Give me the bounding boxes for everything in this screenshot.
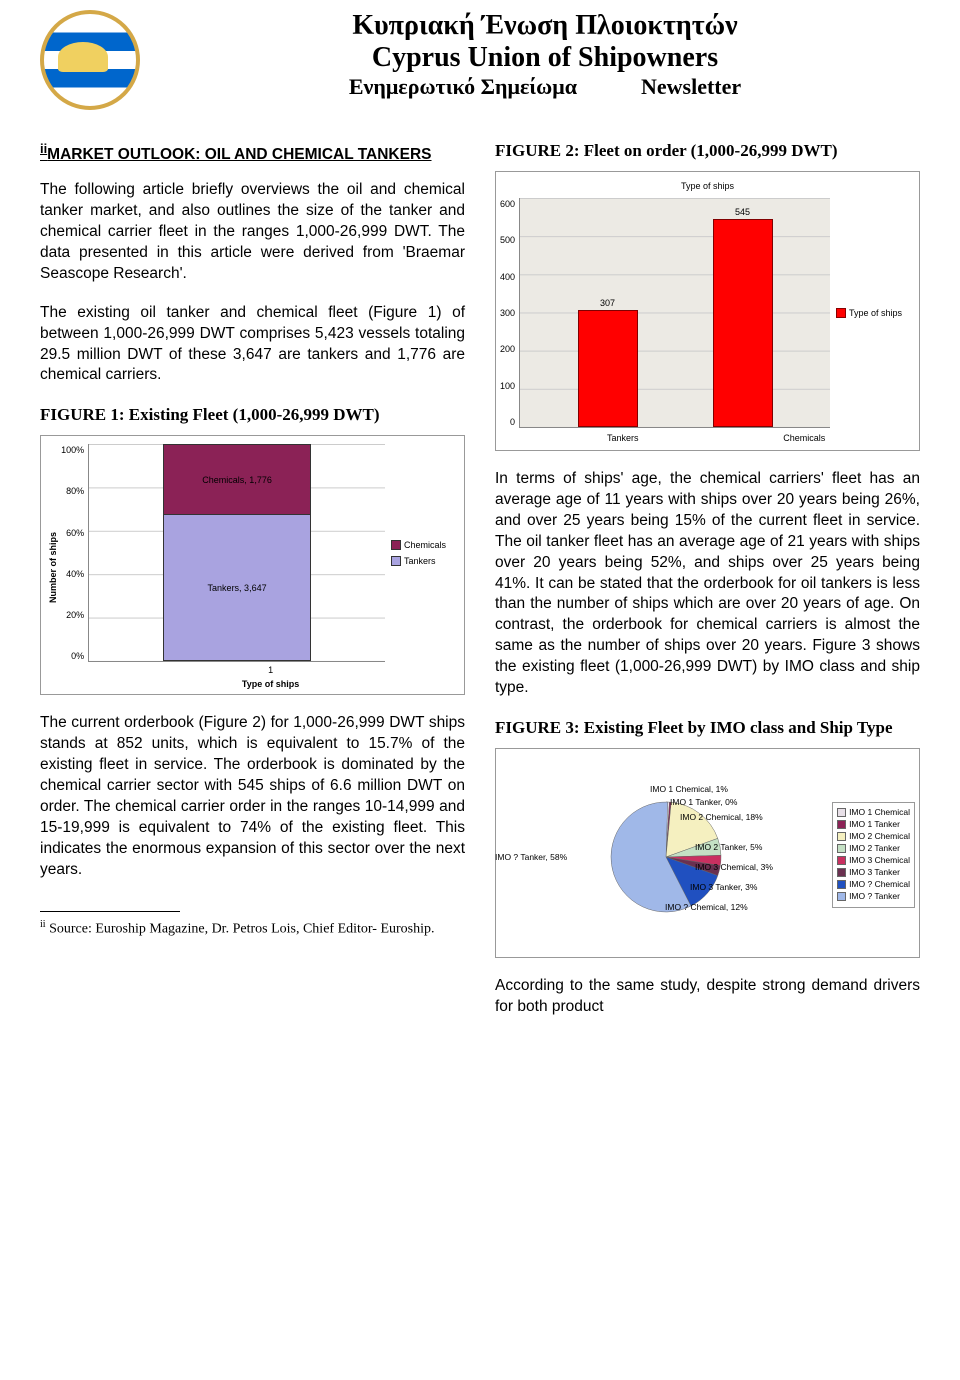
title-greek: Κυπριακή Ένωση Πλοιοκτητών — [170, 10, 920, 42]
fig2-chart-title: Type of ships — [500, 180, 915, 192]
figure-2-chart: Type of ships 6005004003002001000 307545… — [495, 171, 920, 451]
footnote-separator — [40, 911, 180, 912]
article-title: iiMARKET OUTLOOK: OIL AND CHEMICAL TANKE… — [40, 140, 465, 166]
fig1-yaxis-label: Number of ships — [45, 444, 61, 690]
fig2-legend-swatch — [836, 308, 846, 318]
footnote-text: Source: Euroship Magazine, Dr. Petros Lo… — [46, 921, 435, 936]
para-5: According to the same study, despite str… — [495, 976, 920, 1018]
para-3: The current orderbook (Figure 2) for 1,0… — [40, 713, 465, 880]
title-english: Cyprus Union of Shipowners — [170, 42, 920, 74]
header-titles: Κυπριακή Ένωση Πλοιοκτητών Cyprus Union … — [170, 10, 920, 100]
fig1-yticks: 100%80%60%40%20%0% — [61, 444, 88, 662]
page-header: Κυπριακή Ένωση Πλοιοκτητών Cyprus Union … — [40, 10, 920, 110]
fig1-seg-tankers: Tankers, 3,647 — [163, 515, 311, 661]
fig3-title: FIGURE 3: Existing Fleet by IMO class an… — [495, 717, 920, 740]
fig1-title: FIGURE 1: Existing Fleet (1,000-26,999 D… — [40, 404, 465, 427]
fig2-title: FIGURE 2: Fleet on order (1,000-26,999 D… — [495, 140, 920, 163]
para-4: In terms of ships' age, the chemical car… — [495, 469, 920, 699]
subtitle-greek: Ενημερωτικό Σημείωμα — [349, 74, 577, 100]
fig2-legend-label: Type of ships — [849, 307, 902, 319]
para-2: The existing oil tanker and chemical fle… — [40, 303, 465, 387]
fig1-plot-area: Chemicals, 1,776 Tankers, 3,647 — [88, 444, 385, 662]
fig3-pie-area: IMO 1 Chemical, 1%IMO 1 Tanker, 0%IMO 2 … — [500, 757, 832, 953]
logo-icon — [40, 10, 140, 110]
fig1-xtick: 1 — [61, 664, 460, 676]
subtitle-english: Newsletter — [641, 74, 741, 100]
left-column: iiMARKET OUTLOOK: OIL AND CHEMICAL TANKE… — [40, 140, 465, 1036]
fig3-legend: IMO 1 ChemicalIMO 1 TankerIMO 2 Chemical… — [832, 802, 915, 908]
fig2-plot-area: 307545 — [519, 198, 830, 428]
para-1: The following article briefly overviews … — [40, 180, 465, 285]
figure-1-chart: Number of ships 100%80%60%40%20%0% Chemi… — [40, 435, 465, 695]
footnote: ii Source: Euroship Magazine, Dr. Petros… — [40, 918, 465, 939]
fig1-bar: Chemicals, 1,776 Tankers, 3,647 — [163, 444, 311, 661]
right-column: FIGURE 2: Fleet on order (1,000-26,999 D… — [495, 140, 920, 1036]
fig2-xlabels: TankersChemicals — [500, 432, 915, 444]
fig1-seg-chemicals: Chemicals, 1,776 — [163, 444, 311, 515]
fig2-legend: Type of ships — [830, 198, 915, 428]
fig1-xaxis-title: Type of ships — [61, 678, 460, 690]
article-title-text: MARKET OUTLOOK: OIL AND CHEMICAL TANKERS — [47, 146, 431, 163]
fig2-yticks: 6005004003002001000 — [500, 198, 519, 428]
figure-3-chart: IMO 1 Chemical, 1%IMO 1 Tanker, 0%IMO 2 … — [495, 748, 920, 958]
content-columns: iiMARKET OUTLOOK: OIL AND CHEMICAL TANKE… — [40, 140, 920, 1036]
fig1-legend: ChemicalsTankers — [385, 444, 460, 662]
